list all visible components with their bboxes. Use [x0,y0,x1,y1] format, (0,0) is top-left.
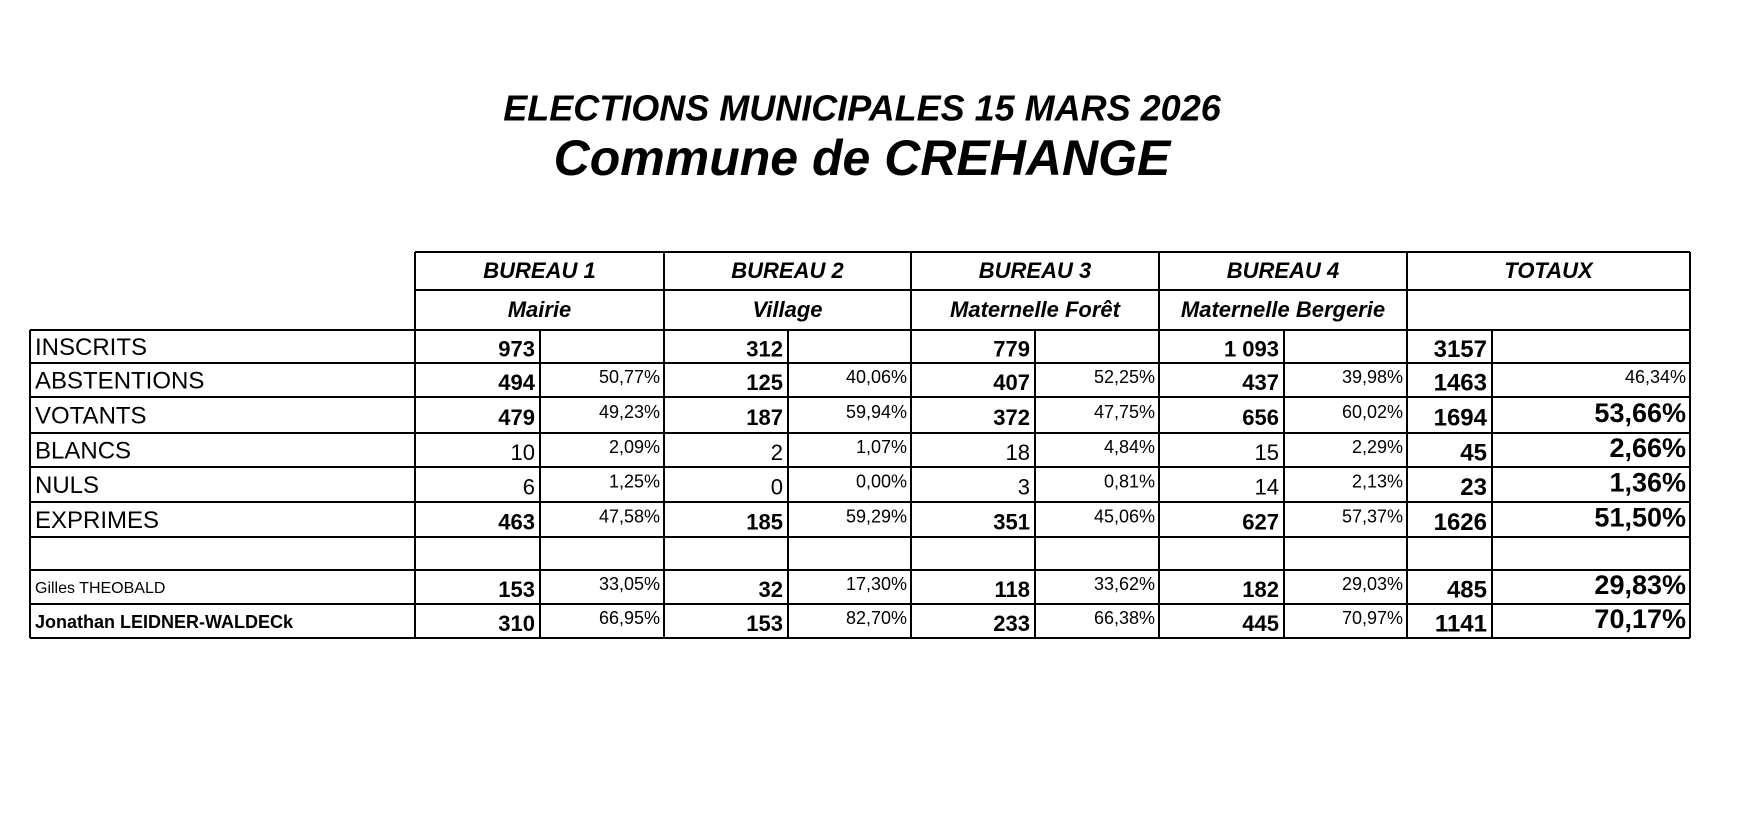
cell-percent: 59,29% [846,506,907,526]
cell-percent: 29,03% [1342,574,1403,594]
cell-percent: 1,25% [609,471,660,491]
cell-count: 372 [993,405,1030,430]
column-header: BUREAU 4 [1227,258,1339,283]
cell-count: 1 093 [1224,336,1279,361]
cell-percent: 29,83% [1594,570,1686,600]
cell-percent: 0,00% [856,471,907,491]
cell-count: 233 [993,611,1030,636]
cell-percent: 47,58% [599,506,660,526]
cell-percent: 57,37% [1342,506,1403,526]
cell-count: 15 [1255,440,1279,465]
cell-percent: 66,38% [1094,608,1155,628]
row-label: BLANCS [35,437,131,464]
row-label: INSCRITS [35,334,147,361]
row-label: Jonathan LEIDNER-WALDECk [35,612,294,632]
cell-percent: 0,81% [1104,471,1155,491]
cell-count: 479 [498,405,535,430]
column-location: Mairie [508,297,572,322]
cell-percent: 49,23% [599,402,660,422]
cell-count: 3 [1018,474,1030,499]
cell-count: 485 [1447,576,1487,603]
cell-count: 973 [498,336,535,361]
cell-count: 407 [993,370,1030,395]
cell-count: 125 [746,370,783,395]
cell-percent: 70,17% [1594,604,1686,634]
cell-percent: 66,95% [599,608,660,628]
cell-percent: 50,77% [599,367,660,387]
column-header: TOTAUX [1504,258,1594,283]
cell-percent: 47,75% [1094,402,1155,422]
cell-count: 23 [1460,474,1487,501]
column-location: Maternelle Forêt [950,297,1122,322]
column-header: BUREAU 2 [731,258,844,283]
cell-percent: 2,09% [609,437,660,457]
cell-count: 437 [1242,370,1279,395]
cell-count: 2 [771,440,783,465]
cell-count: 185 [746,509,783,534]
cell-count: 310 [498,611,535,636]
cell-count: 1626 [1434,509,1487,536]
column-location: Village [752,297,822,322]
cell-count: 779 [993,336,1030,361]
cell-percent: 53,66% [1594,398,1686,428]
cell-count: 463 [498,509,535,534]
title: ELECTIONS MUNICIPALES 15 MARS 2026 [503,88,1221,129]
cell-count: 32 [759,577,783,602]
cell-percent: 33,05% [599,574,660,594]
row-label: VOTANTS [35,402,147,429]
cell-count: 627 [1242,509,1279,534]
cell-count: 182 [1242,577,1279,602]
cell-count: 1694 [1434,404,1488,431]
cell-percent: 51,50% [1594,503,1686,533]
cell-percent: 60,02% [1342,402,1403,422]
cell-percent: 2,66% [1609,433,1686,463]
cell-count: 18 [1006,440,1030,465]
cell-percent: 33,62% [1094,574,1155,594]
cell-count: 1141 [1435,610,1487,637]
row-label: NULS [35,472,99,499]
cell-percent: 4,84% [1104,437,1155,457]
cell-percent: 46,34% [1625,367,1686,387]
row-label: Gilles THEOBALD [35,580,165,597]
cell-count: 3157 [1434,336,1487,363]
cell-count: 6 [523,474,535,499]
cell-count: 445 [1242,611,1279,636]
cell-percent: 70,97% [1342,608,1403,628]
cell-count: 118 [995,577,1031,602]
row-label: EXPRIMES [35,507,159,534]
cell-percent: 52,25% [1094,367,1155,387]
column-header: BUREAU 1 [483,258,595,283]
cell-count: 351 [993,509,1030,534]
cell-count: 45 [1460,439,1487,466]
cell-count: 10 [511,440,535,465]
cell-count: 1463 [1434,369,1487,396]
cell-count: 14 [1255,474,1279,499]
cell-percent: 59,94% [846,402,907,422]
cell-count: 312 [746,336,783,361]
cell-percent: 2,13% [1352,471,1403,491]
column-header: BUREAU 3 [979,258,1091,283]
cell-percent: 1,07% [856,437,907,457]
cell-percent: 17,30% [846,574,907,594]
cell-count: 494 [498,370,535,395]
subtitle: Commune de CREHANGE [554,130,1172,186]
cell-count: 153 [746,611,783,636]
cell-percent: 1,36% [1609,468,1686,498]
cell-percent: 39,98% [1342,367,1403,387]
cell-count: 153 [498,577,535,602]
row-label: ABSTENTIONS [35,367,204,394]
cell-count: 187 [746,405,783,430]
cell-percent: 2,29% [1352,437,1403,457]
cell-percent: 40,06% [846,367,907,387]
cell-count: 656 [1242,405,1279,430]
column-location: Maternelle Bergerie [1181,297,1385,322]
cell-percent: 45,06% [1094,506,1155,526]
cell-percent: 82,70% [846,608,907,628]
cell-count: 0 [771,474,783,499]
